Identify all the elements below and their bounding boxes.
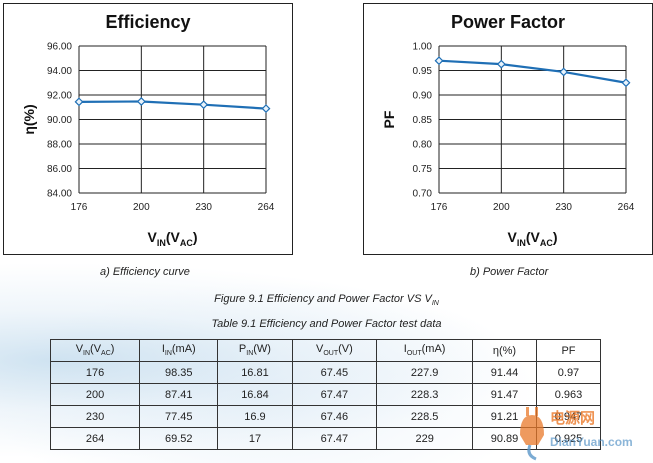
efficiency-ytick-label: 90.00 (47, 115, 72, 126)
table-cell: 16.81 (217, 361, 293, 384)
power-factor-ytick-label: 0.75 (413, 164, 433, 175)
efficiency-xtick-label: 200 (133, 202, 150, 213)
table-cell: 69.52 (139, 427, 219, 450)
table-caption: Table 9.1 Efficiency and Power Factor te… (211, 318, 442, 330)
table-header-cell: VOUT(V) (291, 339, 378, 362)
efficiency-ytick-label: 96.00 (47, 42, 72, 53)
power-factor-ytick-label: 0.80 (413, 140, 433, 151)
table-cell: 230 (49, 405, 141, 428)
efficiency-data-point (261, 104, 271, 114)
efficiency-caption: a) Efficiency curve (100, 266, 190, 278)
table-cell: 87.41 (139, 383, 219, 406)
efficiency-ytick-label: 92.00 (47, 91, 72, 102)
power-factor-data-point (434, 56, 444, 66)
table-cell: 264 (49, 427, 141, 450)
table-header-cell: PIN(W) (217, 339, 293, 362)
efficiency-ylabel: η(%) (21, 104, 37, 134)
table-cell: 16.84 (217, 383, 293, 406)
table-cell: 228.5 (376, 405, 473, 428)
table-header-row: VIN(VAC) IIN(mA) PIN(W) VOUT(V) IOUT(mA) η(%)… (49, 339, 602, 362)
table-cell: 0.963 (535, 383, 602, 406)
figure-caption-text: Figure 9.1 Efficiency and Power Factor V… (214, 293, 432, 305)
table-cell: 176 (49, 361, 141, 384)
table-cell: 17 (217, 427, 293, 450)
power-factor-data-point (621, 78, 631, 88)
power-factor-ytick-label: 0.70 (413, 189, 433, 200)
table-cell: 91.21 (471, 405, 537, 428)
efficiency-ytick-label: 86.00 (47, 164, 72, 175)
power-factor-xtick-label: 264 (618, 202, 635, 213)
power-factor-ylabel: PF (381, 110, 397, 128)
efficiency-ytick-label: 84.00 (47, 189, 72, 200)
table-cell: 0.97 (535, 361, 602, 384)
power-factor-xtick-label: 230 (555, 202, 572, 213)
table-cell: 67.46 (291, 405, 378, 428)
power-factor-ytick-label: 0.85 (413, 115, 433, 126)
power-factor-caption: b) Power Factor (470, 266, 549, 278)
table-cell: 200 (49, 383, 141, 406)
efficiency-chart-svg: Efficiency 96.00 94.00 92.00 90.00 88.00 86.00… (21, 12, 275, 248)
table-header-cell: VIN(VAC) (49, 339, 141, 362)
table-row: 200 87.41 16.84 67.47 228.3 91.47 0.963 (49, 383, 602, 406)
power-factor-xtick-label: 200 (493, 202, 510, 213)
table-header-cell: IOUT(mA) (376, 339, 473, 362)
power-factor-xlabel: VIN(VAC) (507, 229, 557, 248)
table-cell: 91.44 (471, 361, 537, 384)
power-factor-ytick-label: 0.95 (413, 66, 433, 77)
figure-caption: Figure 9.1 Efficiency and Power Factor V… (0, 293, 653, 307)
efficiency-chart: Efficiency 96.00 94.00 92.00 90.00 88.00 86.00… (3, 3, 293, 255)
efficiency-title: Efficiency (105, 12, 190, 32)
table-header-cell: η(%) (471, 339, 537, 362)
power-factor-series-line (438, 59, 627, 84)
table-row: 264 69.52 17 67.47 229 90.89 0.925 (49, 427, 602, 450)
efficiency-data-point (74, 97, 84, 107)
table-body: 176 98.35 16.81 67.45 227.9 91.44 0.97 200 87.41… (49, 361, 602, 450)
table-header-cell: PF (535, 339, 602, 362)
table-cell: 227.9 (376, 361, 473, 384)
table-cell: 67.47 (291, 383, 378, 406)
watermark-line1: 电源网 (550, 410, 596, 427)
table-cell: 228.3 (376, 383, 473, 406)
power-factor-data-point (496, 59, 506, 69)
efficiency-xtick-label: 176 (71, 202, 88, 213)
plug-logo-icon (520, 407, 544, 461)
table-cell: 98.35 (139, 361, 219, 384)
table-row: 230 77.45 16.9 67.46 228.5 91.21 0.947 (49, 405, 602, 428)
efficiency-xtick-label: 264 (258, 202, 275, 213)
table-cell: 91.47 (471, 383, 537, 406)
table-cell: 229 (376, 427, 473, 450)
table-header-cell: IIN(mA) (139, 339, 219, 362)
efficiency-data-point (199, 100, 209, 110)
efficiency-ytick-label: 88.00 (47, 140, 72, 151)
table-cell: 16.9 (217, 405, 293, 428)
efficiency-xlabel: VIN(VAC) (147, 229, 197, 248)
power-factor-data-point (559, 67, 569, 77)
table-cell: 67.47 (291, 427, 378, 450)
efficiency-data-point (136, 97, 146, 106)
table-cell: 77.45 (139, 405, 219, 428)
efficiency-series-line (78, 100, 267, 110)
table-row: 176 98.35 16.81 67.45 227.9 91.44 0.97 (49, 361, 602, 384)
power-factor-chart: Power Factor 1.00 0.95 0.90 0.85 0.80 0.75 0.70… (363, 3, 653, 255)
power-factor-chart-svg: Power Factor 1.00 0.95 0.90 0.85 0.80 0.75 0.70… (381, 12, 635, 248)
figure-caption-sub: IN (431, 300, 439, 308)
efficiency-xtick-label: 230 (195, 202, 212, 213)
watermark-line2: DianYuan.com (550, 435, 633, 449)
efficiency-ytick-label: 94.00 (47, 66, 72, 77)
table-cell: 67.45 (291, 361, 378, 384)
power-factor-ytick-label: 0.90 (413, 91, 433, 102)
power-factor-title: Power Factor (451, 12, 565, 32)
watermark: 电源网 DianYuan.com (510, 405, 653, 463)
test-data-table: VIN(VAC) IIN(mA) PIN(W) VOUT(V) IOUT(mA) η(%)… (49, 339, 602, 450)
power-factor-ytick-label: 1.00 (413, 42, 433, 53)
power-factor-xtick-label: 176 (431, 202, 448, 213)
